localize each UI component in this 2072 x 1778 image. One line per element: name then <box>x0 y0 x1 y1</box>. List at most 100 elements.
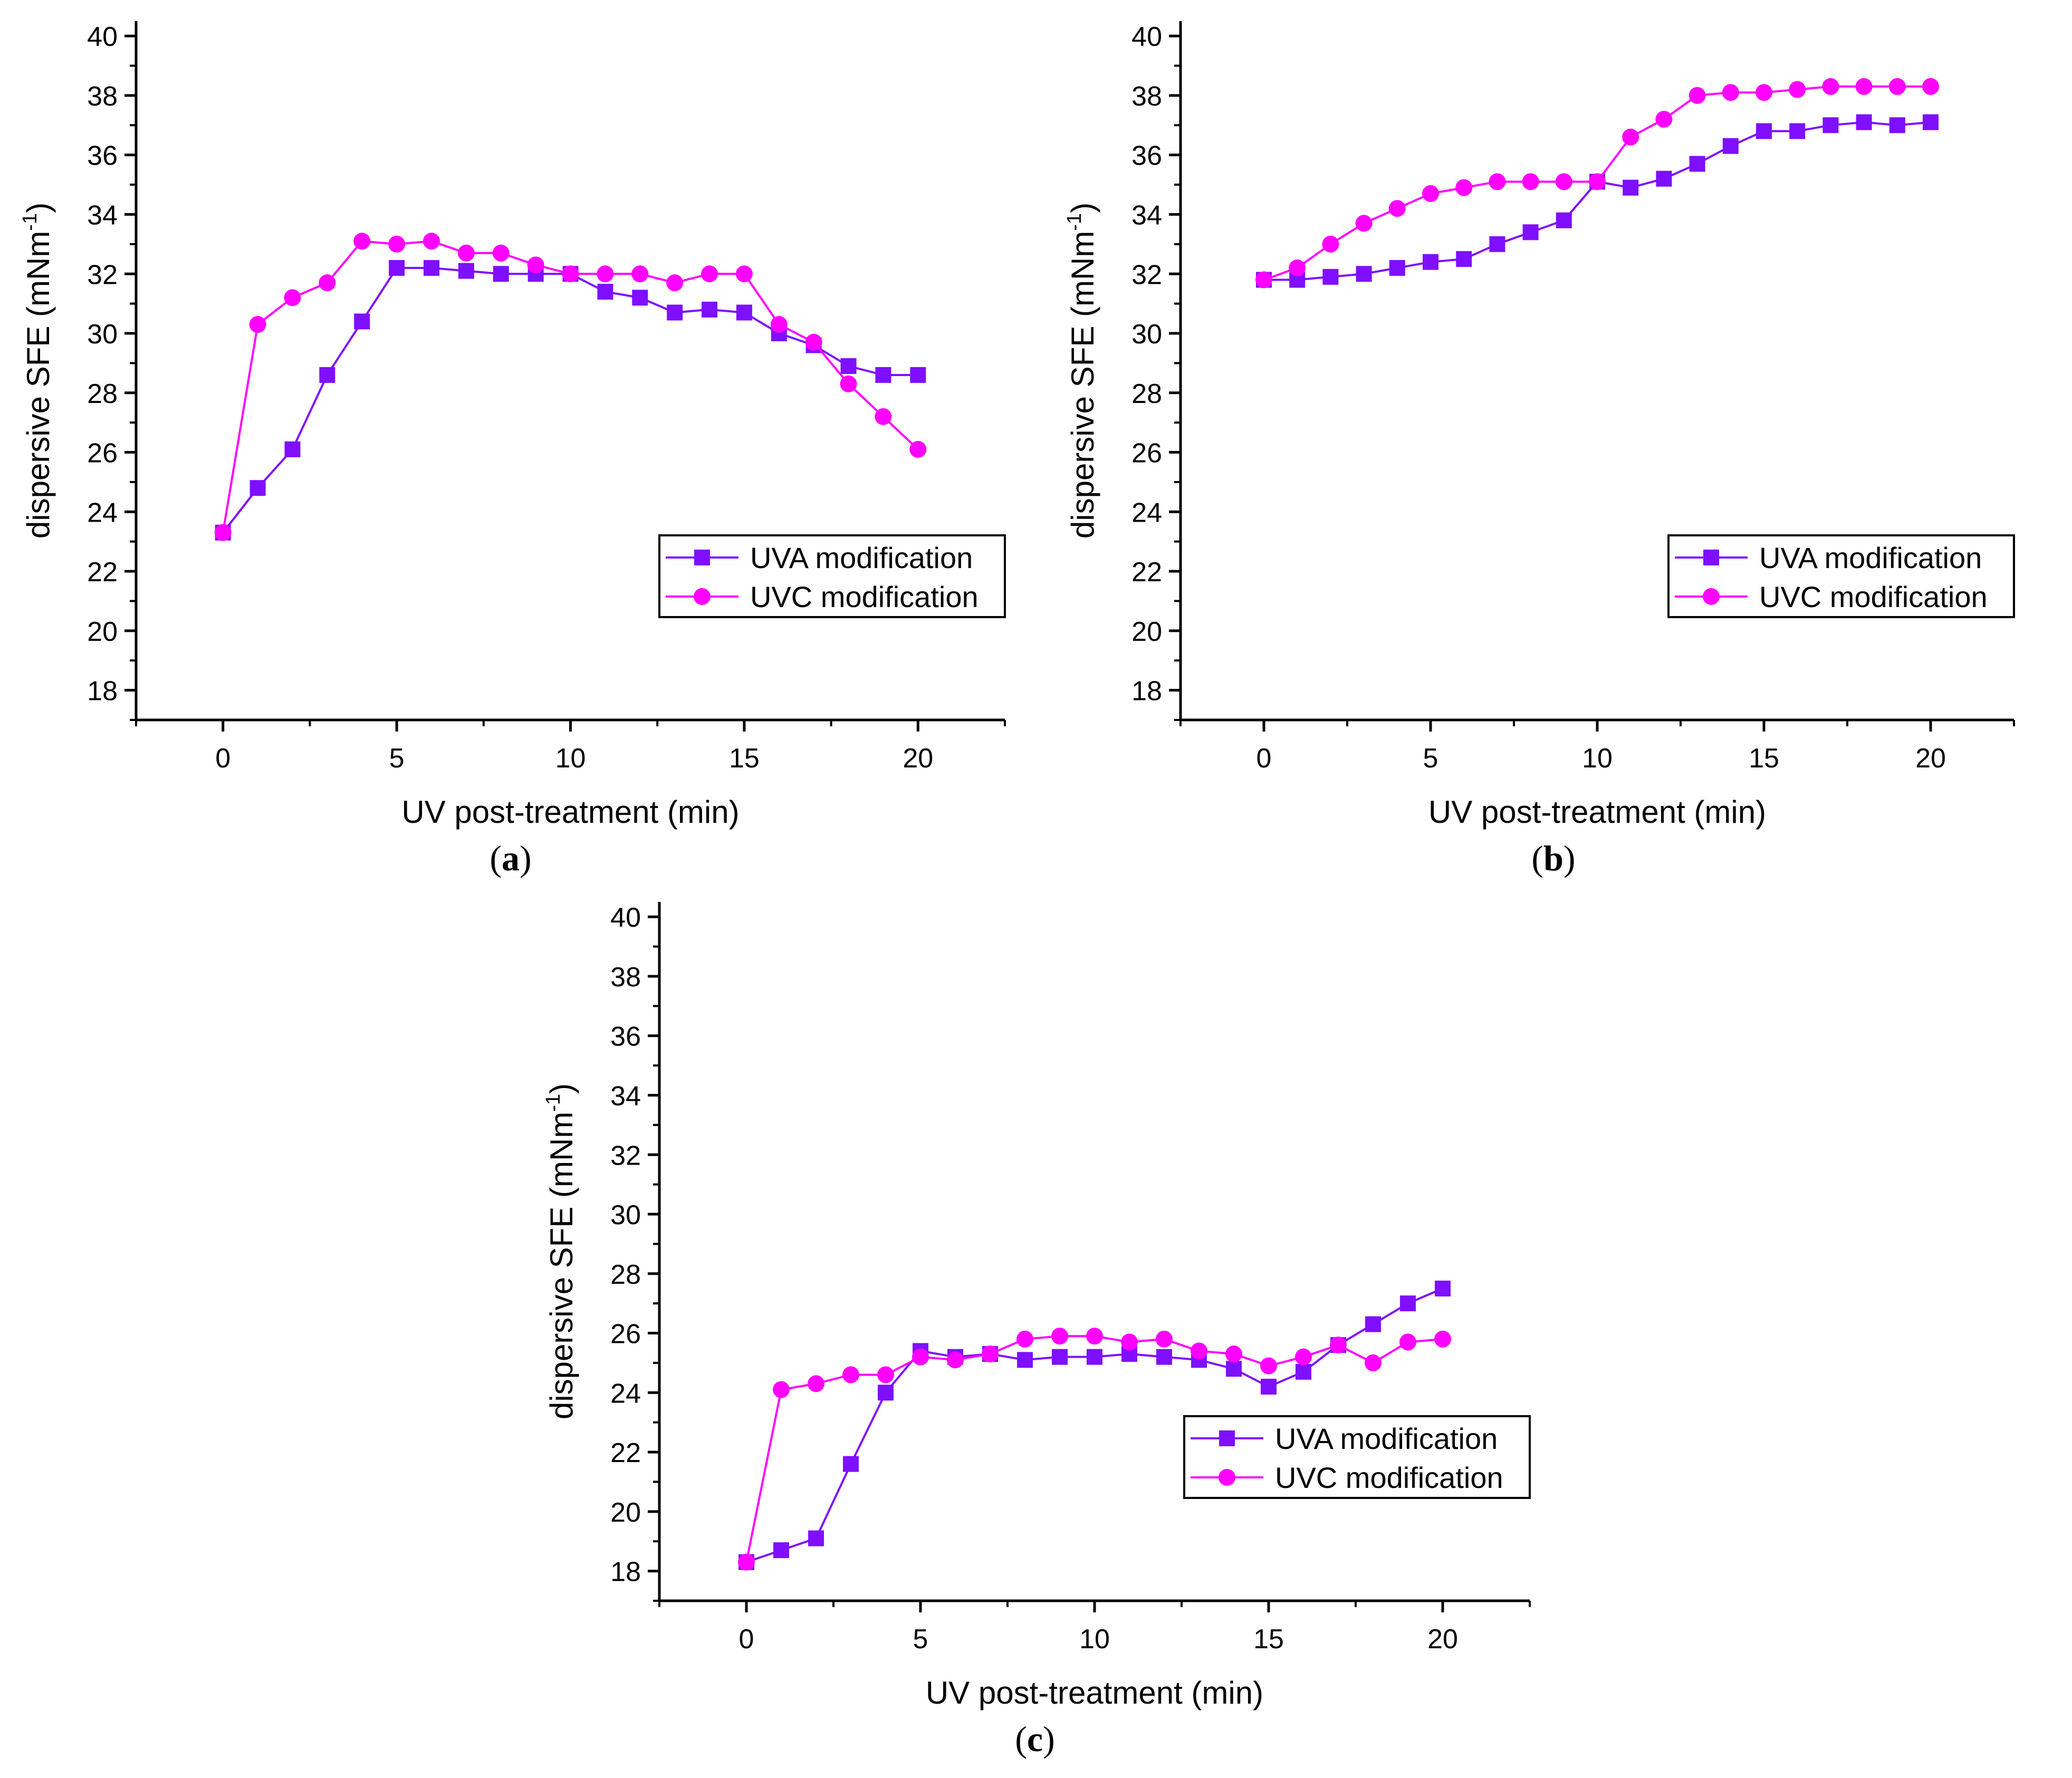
data-point-circle <box>1365 1354 1382 1371</box>
legend: UVA modification UVC modification <box>1667 534 2015 618</box>
data-point-square <box>808 1530 824 1546</box>
data-point-circle <box>1422 185 1439 203</box>
data-point-circle <box>1156 1330 1173 1348</box>
legend-marker-square <box>694 550 710 565</box>
panel-caption: (b) <box>1531 838 1575 878</box>
legend: UVA modification UVC modification <box>658 534 1006 618</box>
data-point-circle <box>388 235 406 253</box>
data-point-square <box>1296 1363 1311 1380</box>
data-point-circle <box>1722 84 1739 101</box>
y-tick-label: 38 <box>87 81 118 112</box>
data-point-circle <box>1555 173 1572 190</box>
legend-box <box>658 534 1006 618</box>
data-point-circle <box>1255 271 1272 289</box>
data-point-circle <box>1399 1333 1416 1351</box>
data-point-square <box>1400 1295 1416 1312</box>
data-point-square <box>1923 114 1939 130</box>
y-tick-label: 32 <box>610 1140 641 1171</box>
data-point-square <box>1856 114 1872 130</box>
data-point-square <box>389 260 405 276</box>
data-point-square <box>1489 236 1505 252</box>
data-point-circle <box>1051 1328 1068 1345</box>
y-tick-label: 18 <box>87 676 118 707</box>
data-point-circle <box>1086 1328 1103 1345</box>
data-point-square <box>1017 1352 1033 1368</box>
y-tick-label: 26 <box>1131 438 1162 469</box>
data-point-square <box>1356 266 1372 282</box>
y-tick-label: 34 <box>87 200 118 230</box>
y-tick-label: 34 <box>610 1081 641 1111</box>
data-point-circle <box>912 1348 929 1366</box>
x-tick-label: 20 <box>1427 1624 1458 1655</box>
data-point-circle <box>840 375 857 392</box>
data-point-square <box>1789 123 1806 139</box>
y-tick-label: 20 <box>87 617 118 647</box>
x-tick-label: 15 <box>1749 743 1779 774</box>
data-point-square <box>1623 179 1639 196</box>
y-tick-label: 34 <box>1131 200 1162 230</box>
data-point-circle <box>842 1366 859 1383</box>
legend-marker-circle <box>1219 1469 1235 1486</box>
data-point-circle <box>666 274 684 292</box>
data-point-square <box>736 304 752 321</box>
x-axis-title: UV post-treatment (min) <box>401 794 739 830</box>
data-point-circle <box>1922 78 1939 95</box>
x-tick-label: 10 <box>555 743 586 774</box>
y-tick-label: 20 <box>610 1497 641 1528</box>
data-point-circle <box>877 1366 894 1383</box>
data-point-circle <box>947 1351 964 1369</box>
data-point-circle <box>319 274 336 292</box>
legend-marker-square <box>1703 550 1719 565</box>
data-point-circle <box>1191 1342 1207 1360</box>
legend-marker-square <box>1219 1430 1235 1446</box>
y-axis-title: dispersive SFE (mNm-1) <box>1063 203 1100 539</box>
series-uvc <box>738 1328 1451 1571</box>
y-tick-label: 36 <box>1131 141 1162 171</box>
data-point-circle <box>1330 1337 1347 1354</box>
x-tick-label: 15 <box>1253 1624 1284 1655</box>
series-line <box>1264 121 1931 281</box>
data-point-circle <box>1689 87 1706 104</box>
data-point-circle <box>1756 84 1772 101</box>
y-tick-label: 26 <box>610 1319 641 1350</box>
data-point-square <box>840 358 857 374</box>
x-axis-title: UV post-treatment (min) <box>1428 794 1766 830</box>
data-point-circle <box>875 408 892 425</box>
data-point-square <box>878 1385 894 1401</box>
chart-panel-b: 18 20 22 24 26 28 30 32 34 36 38 40 0 5 10 15 20 UV post-… <box>1063 21 2015 878</box>
y-tick-label: 18 <box>1131 676 1162 707</box>
data-point-square <box>773 1542 789 1559</box>
y-axis-title: dispersive SFE (mNm-1) <box>542 1083 579 1419</box>
data-point-square <box>1423 254 1438 270</box>
y-tick-label: 38 <box>1131 81 1162 112</box>
y-tick-label: 18 <box>610 1557 641 1588</box>
data-point-square <box>1435 1280 1451 1296</box>
data-point-square <box>1156 1349 1172 1365</box>
data-point-circle <box>909 440 927 458</box>
x-tick-label: 10 <box>1582 743 1613 774</box>
data-point-square <box>284 441 301 457</box>
data-point-circle <box>701 265 718 283</box>
y-tick-label: 32 <box>87 260 118 290</box>
data-point-square <box>1756 123 1772 139</box>
x-tick-label: 5 <box>1423 743 1438 774</box>
data-point-square <box>1365 1316 1381 1332</box>
legend-label: UVA modification <box>1275 1422 1498 1455</box>
legend-label: UVC modification <box>1759 580 1988 613</box>
legend-marker-circle <box>1703 588 1720 605</box>
x-tick-label: 15 <box>729 743 760 774</box>
data-point-square <box>632 290 648 306</box>
data-point-circle <box>284 289 301 306</box>
y-tick-label: 28 <box>610 1260 641 1290</box>
data-point-square <box>423 260 439 276</box>
data-point-circle <box>1589 173 1606 190</box>
x-tick-label: 20 <box>903 743 933 774</box>
y-tick-label: 30 <box>87 319 118 350</box>
data-point-circle <box>735 265 753 283</box>
data-point-circle <box>423 233 440 250</box>
data-point-circle <box>1489 173 1506 190</box>
data-point-circle <box>1455 179 1473 196</box>
data-point-square <box>1556 212 1572 228</box>
data-point-circle <box>1522 173 1539 190</box>
legend-marker-circle <box>694 588 711 605</box>
